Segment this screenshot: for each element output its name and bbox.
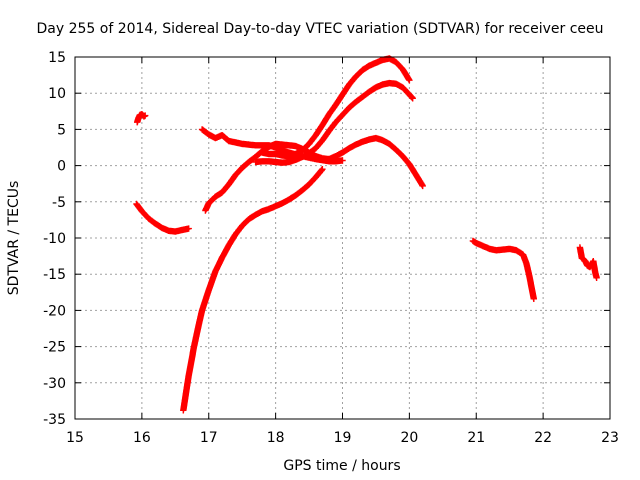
x-tick-label: 18	[267, 430, 285, 446]
x-axis-label: GPS time / hours	[283, 458, 400, 474]
y-tick-label: 5	[57, 122, 66, 138]
y-tick-label: -35	[43, 412, 66, 428]
x-tick-label: 16	[133, 430, 151, 446]
series-arc-e	[252, 79, 416, 166]
series-arc-a	[134, 111, 149, 126]
series-markers	[259, 55, 413, 160]
x-tick-label: 15	[66, 430, 84, 446]
x-tick-label: 20	[400, 430, 418, 446]
data-points	[133, 55, 600, 414]
y-tick-label: -20	[43, 303, 66, 319]
grid-lines	[75, 57, 610, 419]
series-markers	[134, 111, 149, 126]
y-tick-label: -15	[43, 267, 66, 283]
series-markers	[202, 134, 426, 214]
series-markers	[133, 200, 192, 235]
y-tick-label: -5	[52, 195, 66, 211]
y-tick-label: -25	[43, 340, 66, 356]
axis-ticks: 15 16 17 18 19 20 21 22 23 15 10 5 0 -5 -10 -15 -20 -25 -3…	[43, 50, 619, 446]
y-tick-label: -10	[43, 231, 66, 247]
series-arc-b	[133, 200, 192, 235]
series-markers	[180, 166, 326, 414]
y-tick-label: 10	[48, 86, 66, 102]
series-arc-i	[576, 244, 600, 281]
x-tick-label: 21	[467, 430, 485, 446]
x-tick-label: 23	[601, 430, 619, 446]
x-tick-label: 19	[334, 430, 352, 446]
x-tick-label: 17	[200, 430, 218, 446]
x-tick-label: 22	[534, 430, 552, 446]
series-markers	[469, 237, 537, 302]
y-tick-label: 15	[48, 50, 66, 66]
series-markers	[576, 244, 600, 281]
series-arc-d	[202, 134, 426, 214]
chart-title: Day 255 of 2014, Sidereal Day-to-day VTE…	[36, 21, 603, 37]
y-tick-label: -30	[43, 376, 66, 392]
y-tick-label: 0	[57, 159, 66, 175]
series-markers	[252, 79, 416, 166]
series-arc-f	[259, 55, 413, 160]
series-arc-h	[469, 237, 537, 302]
series-arc-g	[180, 166, 326, 414]
y-axis-label: SDTVAR / TECUs	[6, 181, 22, 296]
